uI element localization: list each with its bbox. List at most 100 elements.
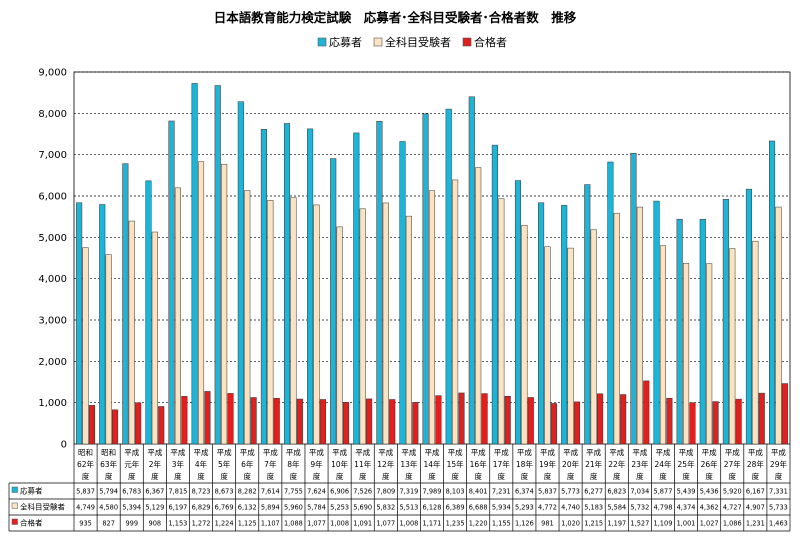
bar-0-19: [514, 180, 522, 445]
table-cell: 5,439: [677, 488, 696, 496]
table-cell: 5,832: [376, 504, 395, 512]
category-label: 平成: [632, 447, 647, 457]
bar-1-11: [336, 226, 343, 445]
category-label: 度: [729, 471, 737, 481]
category-label: 平成: [771, 447, 786, 457]
table-cell: 6,374: [515, 488, 534, 496]
bar-1-20: [544, 246, 551, 445]
category-label: 度: [451, 471, 459, 481]
bar-0-11: [330, 158, 337, 445]
table-cell: 8,103: [446, 488, 465, 496]
category-label: 平成: [425, 447, 440, 457]
table-cell: 5,733: [769, 504, 788, 512]
category-label: 平成: [494, 447, 509, 457]
category-label: 平成: [679, 447, 694, 457]
legend-swatch-1: [373, 37, 383, 47]
category-label: 度: [313, 471, 321, 481]
table-cell: 981: [541, 520, 554, 528]
bar-1-2: [128, 220, 135, 445]
table-row-swatch-2: [11, 518, 18, 525]
category-label: 度: [128, 471, 136, 481]
y-tick-label: 0: [61, 440, 67, 451]
table-cell: 5,293: [515, 504, 534, 512]
category-label: 昭和: [101, 448, 116, 457]
bar-2-23: [620, 394, 627, 445]
category-label: 平成: [147, 447, 162, 457]
bar-2-7: [250, 397, 257, 445]
table-cell: 4,740: [561, 504, 580, 512]
bar-2-6: [227, 393, 234, 445]
category-label: 平成: [655, 447, 670, 457]
legend-label-1: 全科目受験者: [385, 35, 451, 49]
table-cell: 1,091: [353, 520, 372, 528]
table-cell: 8,401: [469, 488, 488, 496]
category-label: 平成: [170, 447, 185, 457]
y-tick-label: 4,000: [38, 274, 67, 285]
bar-0-15: [422, 113, 429, 445]
category-label: 19年: [539, 459, 557, 469]
table-cell: 7,231: [492, 488, 511, 496]
bar-1-25: [659, 245, 667, 445]
bar-1-10: [313, 204, 320, 445]
bar-1-19: [521, 224, 528, 445]
category-label: 29年: [770, 459, 788, 469]
bar-1-1: [105, 254, 112, 445]
category-label: 平成: [540, 447, 555, 457]
category-label: 度: [682, 471, 690, 481]
bar-1-5: [197, 161, 205, 445]
category-label: 16年: [470, 459, 488, 469]
bar-0-1: [99, 204, 106, 445]
table-cell: 4,374: [677, 504, 696, 512]
table-cell: 999: [125, 520, 138, 528]
table-cell: 935: [79, 520, 92, 528]
category-label: 平成: [263, 447, 278, 457]
table-cell: 5,513: [399, 504, 418, 512]
table-cell: 6,906: [330, 488, 349, 496]
table-row-label-1: 全科目受験者: [20, 502, 65, 512]
table-cell: 6,829: [192, 504, 211, 512]
bar-0-27: [699, 219, 706, 445]
table-cell: 908: [149, 520, 162, 528]
category-label: 度: [105, 471, 113, 481]
table-cell: 5,253: [330, 504, 349, 512]
bar-1-21: [567, 247, 574, 445]
bar-2-21: [573, 401, 581, 445]
table-cell: 6,688: [469, 504, 488, 512]
chart-title: 日本語教育能力検定試験 応募者･全科目受験者･合格者数 推移: [214, 10, 577, 25]
category-label: 平成: [378, 447, 393, 457]
category-label: 度: [82, 471, 90, 481]
category-label: 平成: [748, 447, 763, 457]
category-label: 度: [775, 471, 783, 481]
table-cell: 6,389: [446, 504, 465, 512]
table-cell: 1,171: [423, 520, 442, 528]
bar-0-7: [237, 101, 244, 445]
bar-1-4: [174, 187, 181, 445]
bar-2-22: [597, 393, 604, 445]
category-label: 12年: [377, 459, 395, 469]
bar-2-15: [435, 395, 442, 445]
bar-0-13: [376, 120, 383, 445]
category-label: 2年: [149, 459, 162, 469]
table-cell: 1,220: [469, 520, 488, 528]
category-label: 度: [174, 471, 182, 481]
table-cell: 6,823: [607, 488, 626, 496]
category-label: 度: [567, 471, 575, 481]
table-cell: 1,272: [192, 520, 211, 528]
category-label: 度: [498, 471, 506, 481]
category-label: 9年: [310, 459, 323, 469]
y-tick-label: 8,000: [38, 109, 67, 120]
table-cell: 6,277: [584, 488, 603, 496]
y-tick-label: 9,000: [38, 68, 67, 79]
bar-1-15: [428, 190, 436, 445]
bar-1-9: [290, 197, 297, 445]
category-label: 8年: [287, 459, 300, 469]
table-cell: 1,008: [330, 520, 349, 528]
category-label: 28年: [747, 459, 765, 469]
bar-1-16: [452, 179, 459, 445]
table-cell: 1,231: [746, 520, 765, 528]
bar-0-26: [676, 218, 683, 445]
bar-2-10: [319, 399, 326, 445]
bar-1-8: [267, 200, 274, 445]
table-cell: 1,001: [677, 520, 696, 528]
table-cell: 5,394: [122, 504, 141, 512]
